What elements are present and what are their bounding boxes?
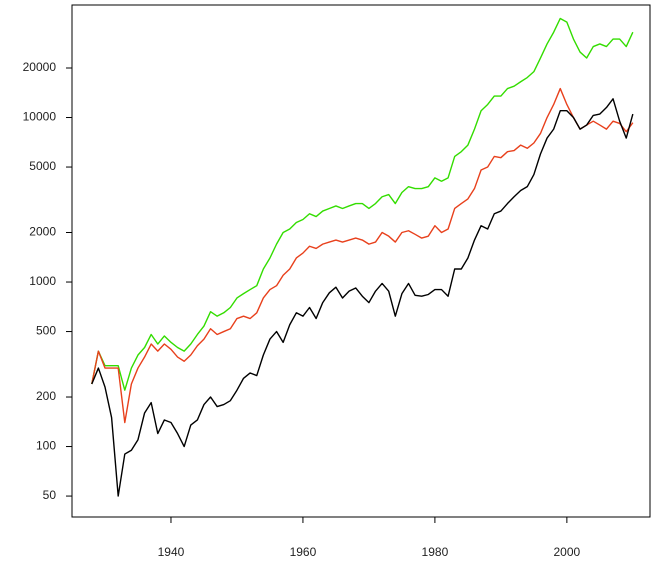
series-line: [91, 17, 634, 391]
y-tick-label: 50: [43, 488, 57, 502]
y-tick-label: 20000: [23, 60, 57, 74]
y-tick-label: 2000: [29, 225, 56, 239]
y-tick-label: 500: [36, 324, 56, 338]
y-tick-label: 200: [36, 389, 56, 403]
series-line: [91, 98, 634, 497]
x-tick-label: 1980: [422, 545, 449, 559]
y-tick-label: 10000: [23, 110, 57, 124]
y-tick-label: 1000: [29, 274, 56, 288]
x-tick-label: 1940: [158, 545, 185, 559]
plot-frame: [71, 4, 651, 518]
y-tick-label: 5000: [29, 159, 56, 173]
x-tick-label: 1960: [290, 545, 317, 559]
y-tick-label: 100: [36, 439, 56, 453]
x-tick-label: 2000: [554, 545, 581, 559]
series-line: [91, 87, 634, 424]
